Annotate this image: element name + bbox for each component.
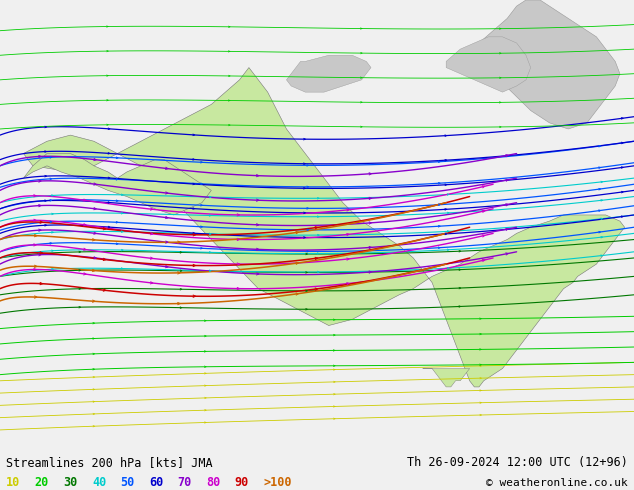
Text: 10: 10 [6, 476, 20, 489]
Text: 70: 70 [178, 476, 191, 489]
Polygon shape [23, 68, 624, 387]
Text: Streamlines 200 hPa [kts] JMA: Streamlines 200 hPa [kts] JMA [6, 456, 213, 469]
Polygon shape [23, 153, 211, 215]
Text: 50: 50 [120, 476, 134, 489]
Text: 20: 20 [35, 476, 49, 489]
Text: © weatheronline.co.uk: © weatheronline.co.uk [486, 477, 628, 488]
Polygon shape [423, 368, 470, 387]
Text: Th 26-09-2024 12:00 UTC (12+96): Th 26-09-2024 12:00 UTC (12+96) [407, 456, 628, 469]
Polygon shape [479, 0, 620, 129]
Polygon shape [287, 55, 371, 92]
Text: 30: 30 [63, 476, 77, 489]
Text: 80: 80 [206, 476, 220, 489]
Text: 90: 90 [235, 476, 249, 489]
Text: >100: >100 [263, 476, 292, 489]
Polygon shape [446, 37, 531, 92]
Text: 60: 60 [149, 476, 163, 489]
Text: 40: 40 [92, 476, 106, 489]
